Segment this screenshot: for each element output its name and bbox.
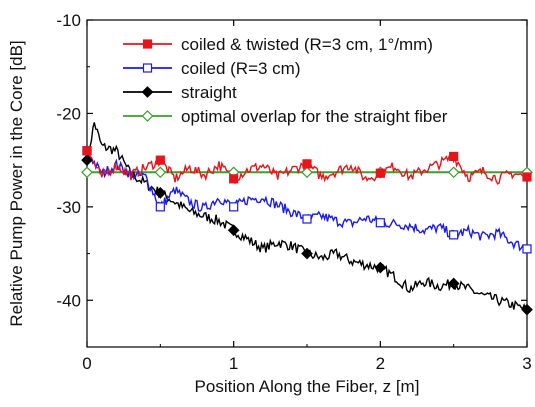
marker-straight — [374, 261, 387, 274]
marker-coiled-twisted — [522, 172, 532, 182]
legend-item-optimal-overlap: optimal overlap for the straight fiber — [123, 107, 448, 126]
legend-marker-straight — [141, 86, 154, 98]
marker-coiled-twisted — [82, 146, 92, 156]
legend-item-straight: straight — [123, 83, 237, 102]
marker-coiled-twisted — [229, 174, 239, 184]
x-tick-label: 3 — [522, 354, 531, 373]
marker-coiled — [375, 218, 385, 228]
legend-marker-optimal-overlap — [141, 110, 154, 122]
legend-label-optimal-overlap: optimal overlap for the straight fiber — [181, 107, 448, 126]
marker-coiled-twisted — [302, 159, 312, 169]
legend-marker-coiled-twisted — [142, 39, 153, 49]
marker-straight — [301, 247, 313, 260]
marker-optimal-overlap — [301, 166, 313, 179]
x-tick-label: 0 — [82, 354, 91, 373]
x-axis-label: Position Along the Fiber, z [m] — [195, 377, 420, 396]
y-tick-label: -30 — [56, 198, 81, 217]
marker-coiled — [229, 202, 239, 212]
plot-frame — [86, 19, 528, 348]
marker-coiled — [155, 202, 165, 212]
marker-straight — [521, 303, 533, 316]
marker-coiled — [449, 230, 459, 240]
marker-coiled-twisted — [375, 168, 385, 178]
x-tick-label: 2 — [376, 354, 385, 373]
y-tick-label: -20 — [56, 104, 81, 123]
marker-straight — [227, 224, 240, 237]
marker-straight — [447, 277, 460, 290]
marker-straight — [154, 186, 167, 199]
tick-layer: 0 1 2 3 -10 -20 -30 -40 — [56, 11, 531, 373]
y-tick-label: -40 — [56, 291, 81, 310]
marker-coiled — [302, 214, 312, 224]
legend-item-coiled: coiled (R=3 cm) — [123, 59, 301, 78]
x-tick-label: 1 — [229, 354, 238, 373]
legend-label-coiled-twisted: coiled & twisted (R=3 cm, 1°/mm) — [181, 35, 433, 54]
marker-optimal-overlap — [81, 166, 93, 179]
legend-item-coiled-twisted: coiled & twisted (R=3 cm, 1°/mm) — [123, 35, 433, 54]
marker-layer — [81, 146, 533, 316]
legend-label-straight: straight — [181, 83, 237, 102]
marker-coiled — [522, 244, 532, 254]
marker-optimal-overlap — [154, 166, 167, 179]
y-tick-label: -10 — [56, 11, 81, 30]
marker-coiled-twisted — [449, 151, 459, 162]
marker-coiled-twisted — [155, 155, 165, 165]
legend-marker-coiled — [142, 63, 153, 73]
legend: coiled & twisted (R=3 cm, 1°/mm) coiled … — [123, 35, 448, 126]
legend-label-coiled: coiled (R=3 cm) — [181, 59, 301, 78]
marker-optimal-overlap — [447, 166, 460, 179]
y-axis-label: Relative Pump Power in the Core [dB] — [7, 40, 26, 326]
